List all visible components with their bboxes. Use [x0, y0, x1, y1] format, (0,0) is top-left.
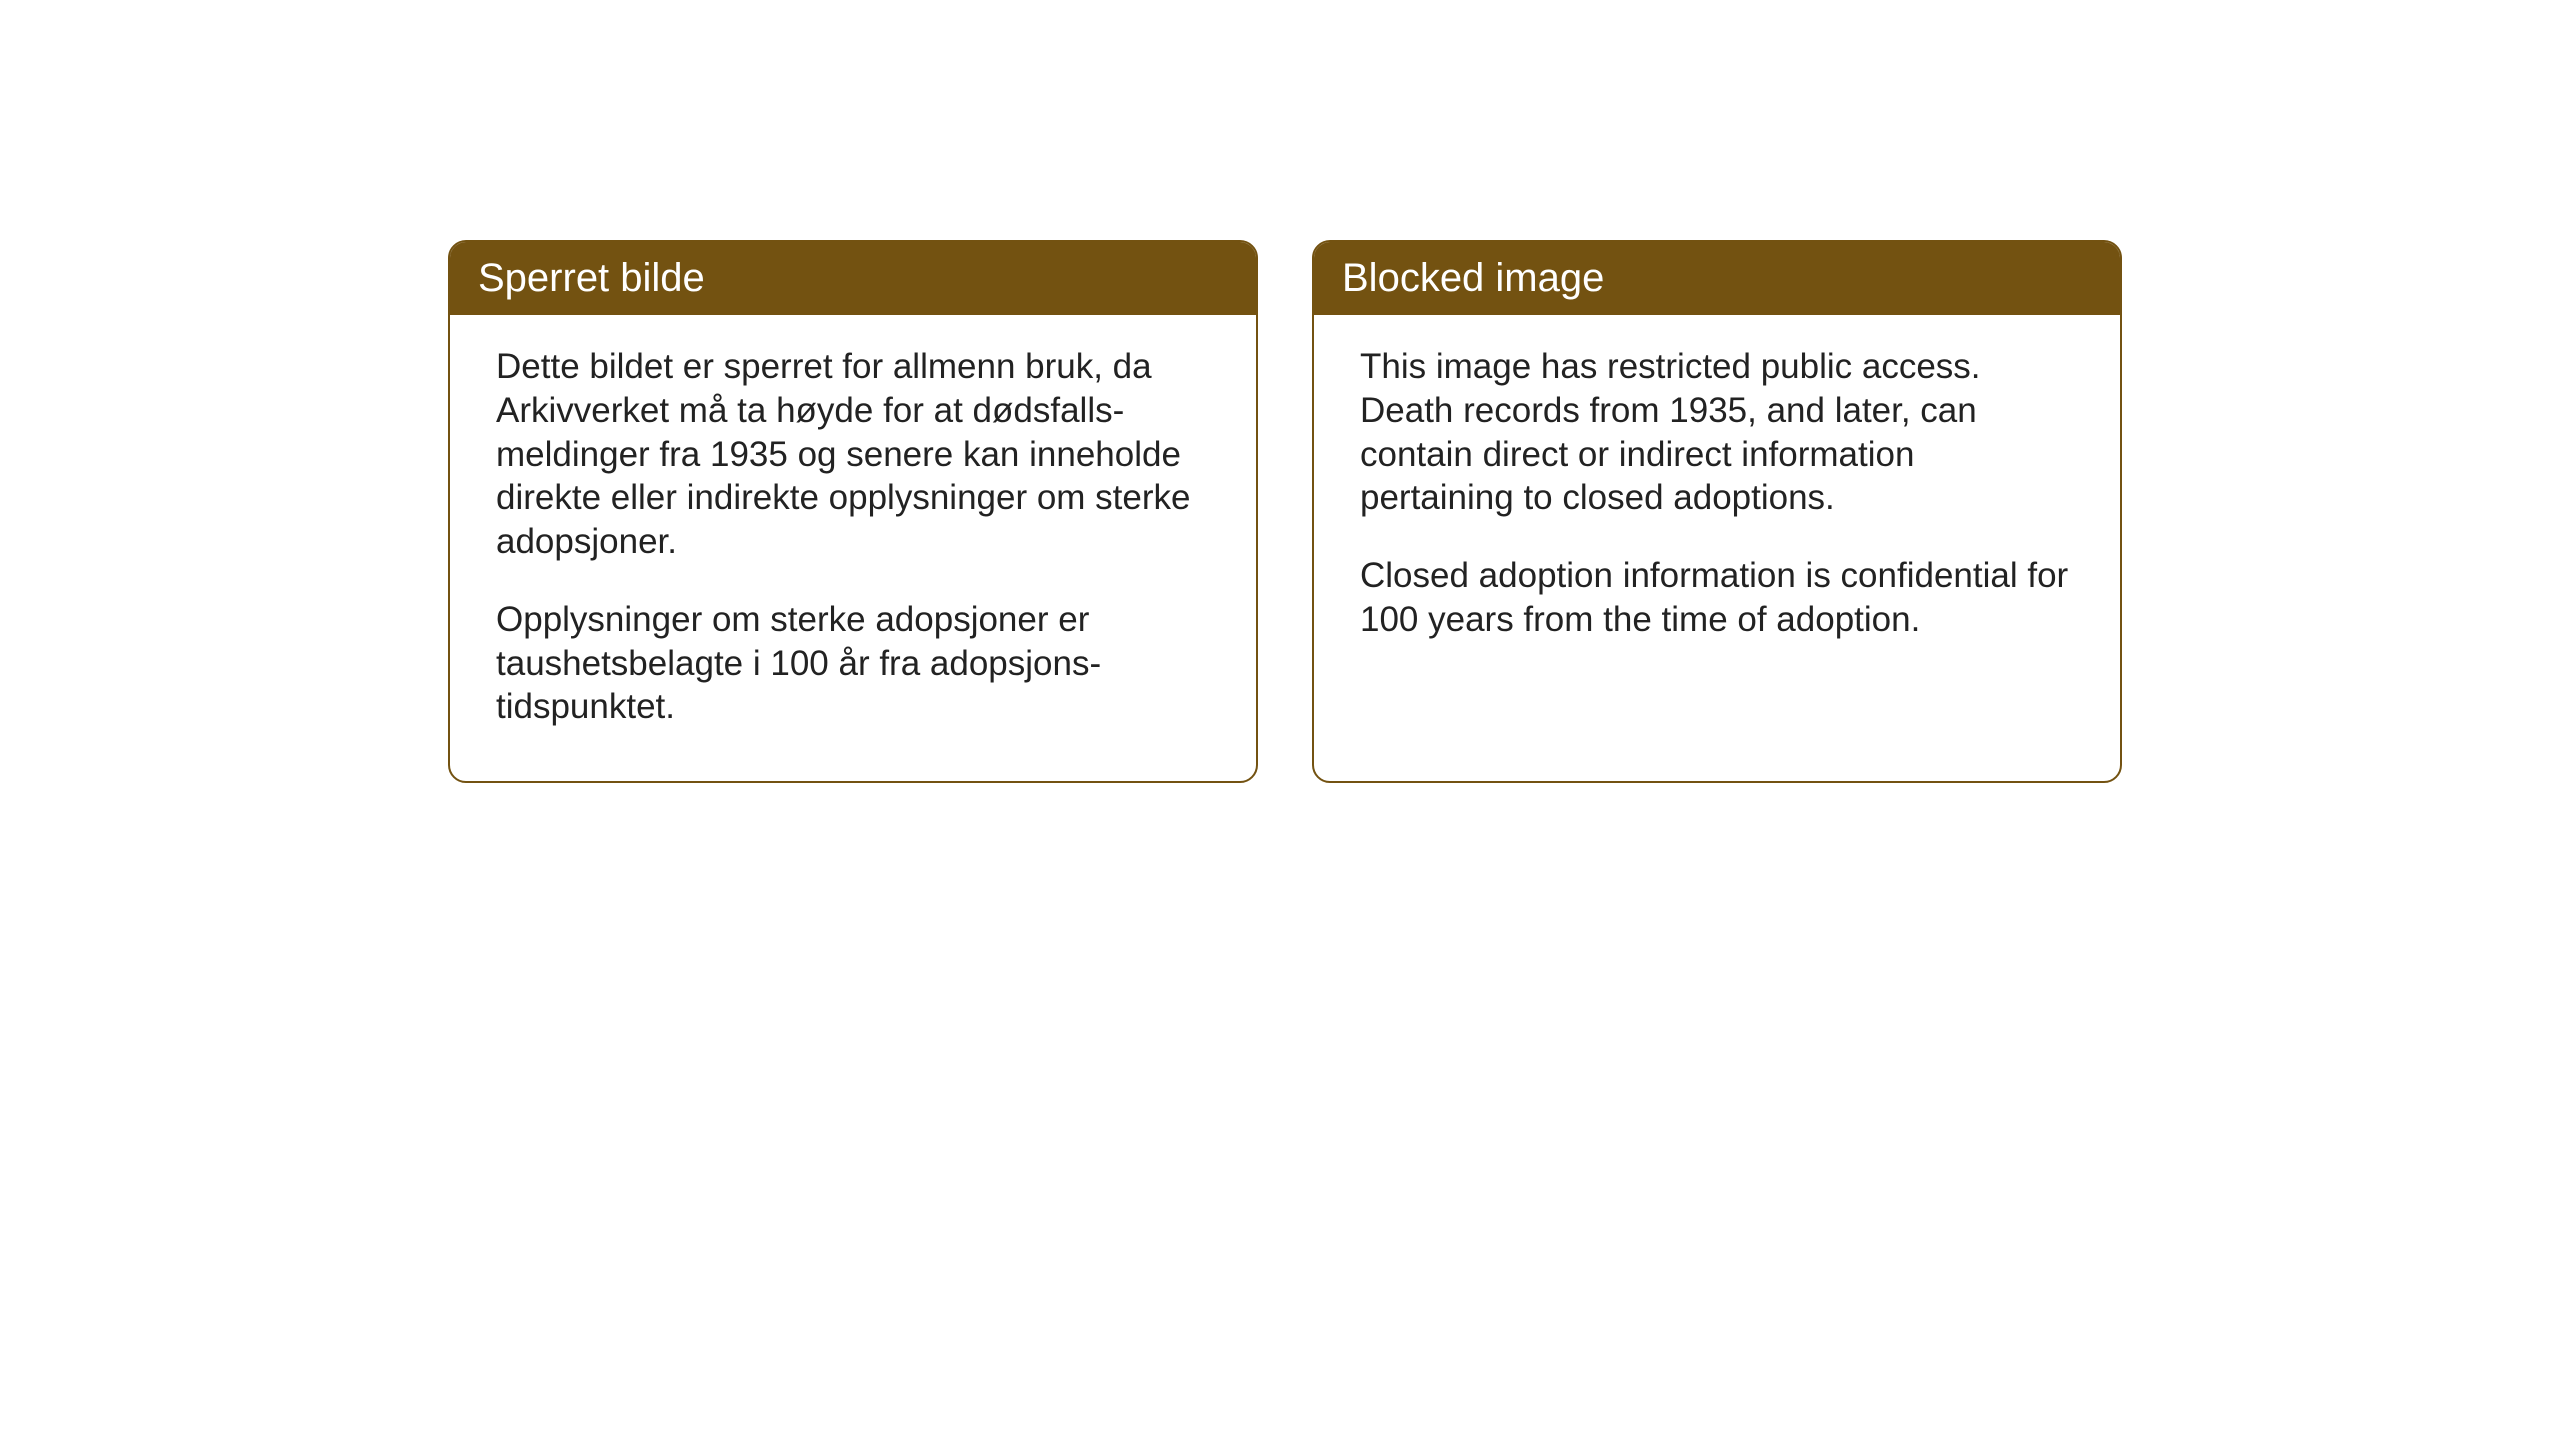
card-paragraph: Opplysninger om sterke adopsjoner er tau… — [496, 598, 1210, 729]
card-header-norwegian: Sperret bilde — [450, 242, 1256, 315]
notice-cards-container: Sperret bilde Dette bildet er sperret fo… — [448, 240, 2122, 783]
card-header-english: Blocked image — [1314, 242, 2120, 315]
notice-card-norwegian: Sperret bilde Dette bildet er sperret fo… — [448, 240, 1258, 783]
card-body-norwegian: Dette bildet er sperret for allmenn bruk… — [450, 315, 1256, 781]
card-title: Sperret bilde — [478, 256, 705, 300]
card-title: Blocked image — [1342, 256, 1604, 300]
card-paragraph: This image has restricted public access.… — [1360, 345, 2074, 520]
card-body-english: This image has restricted public access.… — [1314, 315, 2120, 694]
card-paragraph: Closed adoption information is confident… — [1360, 554, 2074, 642]
card-paragraph: Dette bildet er sperret for allmenn bruk… — [496, 345, 1210, 564]
notice-card-english: Blocked image This image has restricted … — [1312, 240, 2122, 783]
